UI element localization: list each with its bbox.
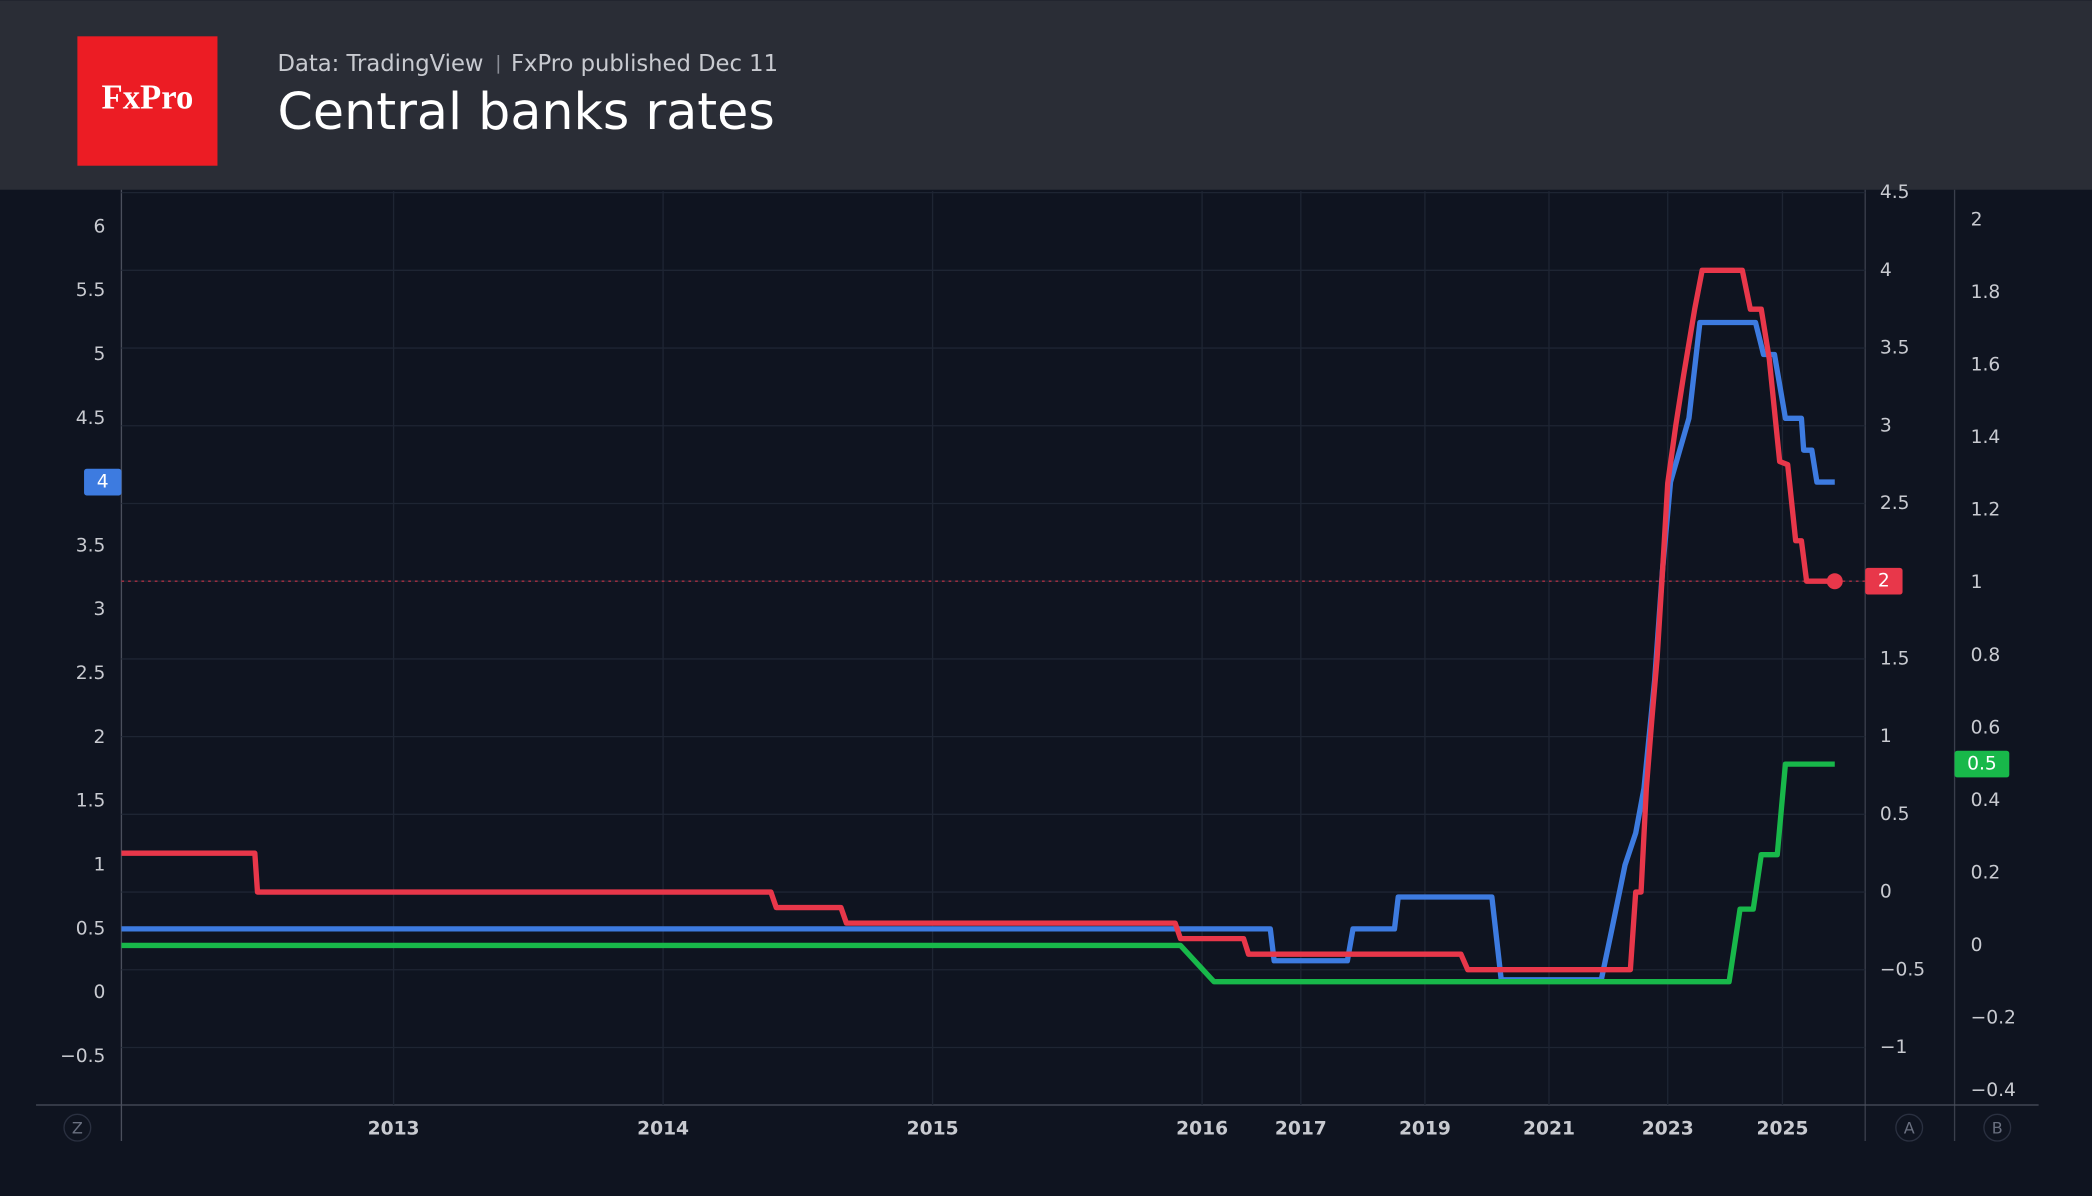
y-tick-label: 1	[1880, 726, 1892, 747]
last-value-label: 2	[1878, 571, 1890, 592]
y-tick-label: 1	[94, 855, 106, 876]
axis-badge-label: A	[1904, 1119, 1915, 1138]
y-tick-label: 0.8	[1971, 645, 2001, 666]
y-tick-label: 2.5	[1880, 493, 1910, 514]
last-value-badge	[84, 468, 122, 496]
last-value-dot	[1826, 573, 1843, 590]
axis-badge	[1895, 1113, 1924, 1142]
axis-badge-label: B	[1992, 1119, 2003, 1138]
x-tick-label: 2014	[637, 1119, 689, 1140]
logo: FxPro	[102, 77, 194, 116]
plot	[121, 267, 1866, 985]
y-tick-label: 4.5	[1880, 182, 1910, 203]
x-tick-label: 2023	[1642, 1119, 1694, 1140]
grid	[121, 191, 1866, 1105]
y-tick-label: 4	[1880, 260, 1892, 281]
y-tick-label: 5.5	[76, 280, 106, 301]
axis-badge	[1983, 1113, 2012, 1142]
y-tick-label: 0	[1880, 882, 1892, 903]
x-tick-label: 2016	[1176, 1119, 1228, 1140]
y-tick-label: 6	[94, 216, 106, 237]
x-tick-label: 2025	[1757, 1119, 1809, 1140]
y-tick-label: 3	[94, 599, 106, 620]
logo-box	[77, 36, 218, 166]
y-tick-label: 0.2	[1971, 862, 2001, 883]
y-tick-label: 1.5	[1880, 648, 1910, 669]
y-tick-label: 0.5	[1880, 804, 1910, 825]
y-tick-label: −1	[1880, 1037, 1908, 1058]
y-tick-label: 0.4	[1971, 790, 2001, 811]
y-tick-label: 3.5	[1880, 338, 1910, 359]
y-tick-label: 0.6	[1971, 717, 2001, 738]
x-tick-label: 2017	[1275, 1119, 1327, 1140]
y-tick-label: 0	[1971, 935, 1983, 956]
x-tick-label: 2019	[1399, 1119, 1451, 1140]
source: Data: TradingView	[278, 51, 484, 77]
header-band	[0, 0, 2092, 190]
y-tick-label: 3	[1880, 415, 1892, 436]
x-tick-label: 2013	[368, 1119, 420, 1140]
y-tick-label: −0.4	[1971, 1080, 2016, 1101]
y-tick-label: 4.5	[76, 408, 106, 429]
y-tick-label: −0.5	[60, 1046, 105, 1067]
y-tick-label: −0.2	[1971, 1007, 2016, 1028]
last-value-badge	[1954, 750, 2010, 778]
x-tick-label: 2021	[1523, 1119, 1575, 1140]
y-tick-label: 1.2	[1971, 500, 2001, 521]
chart-title: Central banks rates	[278, 82, 775, 141]
y-tick-label: 1.4	[1971, 427, 2001, 448]
y-tick-label: 1.8	[1971, 282, 2001, 303]
y-tick-label: 0.5	[76, 918, 106, 939]
last-value-label: 0.5	[1967, 754, 1997, 775]
series-line	[121, 267, 1835, 973]
y-tick-label: 1.6	[1971, 355, 2001, 376]
y-tick-label: 2	[94, 727, 106, 748]
y-tick-label: 0	[94, 982, 106, 1003]
x-tick-label: 2015	[907, 1119, 959, 1140]
last-value-label: 4	[97, 472, 109, 493]
labels: 2013 2014 2015 2016 2017 2019 2021 2023 2025−0.5…	[60, 182, 2016, 1142]
y-tick-label: 1	[1971, 572, 1983, 593]
y-tick-label: 2	[1971, 210, 1983, 231]
y-tick-label: 1.5	[76, 791, 106, 812]
y-tick-label: 3.5	[76, 535, 106, 556]
y-tick-label: 5	[94, 344, 106, 365]
axis-badge	[63, 1113, 92, 1142]
series-line	[121, 761, 1835, 985]
y-tick-label: −0.5	[1880, 959, 1925, 980]
y-tick-label: 2.5	[76, 663, 106, 684]
axis-badge-label: Z	[72, 1119, 83, 1138]
published: FxPro published Dec 11	[511, 51, 778, 77]
last-value-badge	[1865, 567, 1903, 595]
